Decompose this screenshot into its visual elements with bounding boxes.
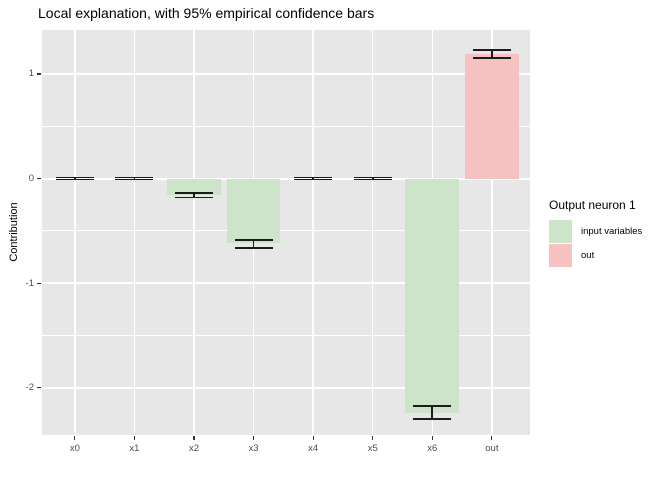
errorbar-x4-line xyxy=(312,177,314,180)
x-tick-label-x1: x1 xyxy=(129,443,140,454)
gridline-major-h xyxy=(41,386,530,389)
errorbar-x1-bottom-cap xyxy=(115,178,154,181)
gridline-major-v-out xyxy=(491,30,493,435)
errorbar-x2-line xyxy=(193,193,195,198)
x-tick-label-x3: x3 xyxy=(248,443,259,454)
errorbar-x3-bottom-cap xyxy=(234,246,273,249)
y-tick--1 xyxy=(37,282,41,284)
plot-title: Local explanation, with 95% empirical co… xyxy=(38,5,375,21)
y-tick-label-0: 0 xyxy=(28,173,34,185)
x-tick-label-x5: x5 xyxy=(367,443,378,454)
gridline-major-v-x1 xyxy=(133,30,136,435)
gridline-major-v-x2 xyxy=(193,30,195,435)
legend-swatch-input-variables-icon xyxy=(549,220,572,243)
y-tick-label--2: -2 xyxy=(25,382,34,394)
legend-item-out: out xyxy=(549,244,642,267)
legend-swatch-out-icon xyxy=(549,244,572,267)
x-tick-x6 xyxy=(431,436,433,440)
legend-item-label: out xyxy=(581,250,595,261)
errorbar-x4-bottom-cap xyxy=(294,178,333,181)
x-tick-x0 xyxy=(74,436,76,440)
gridline-major-h xyxy=(41,72,530,75)
legend-item-input-variables: input variables xyxy=(549,220,642,243)
errorbar-x0-line xyxy=(74,177,76,180)
x-tick-x3 xyxy=(252,436,255,440)
plot-panel xyxy=(41,30,530,435)
x-tick-x4 xyxy=(312,436,314,440)
errorbar-x6-line xyxy=(431,405,434,420)
y-tick-1 xyxy=(37,73,41,75)
gridline-major-h xyxy=(41,282,530,285)
gridline-major-v-x5 xyxy=(371,30,374,435)
bar-x3 xyxy=(226,178,281,244)
legend: Output neuron 1 input variables out xyxy=(549,198,642,268)
legend-item-label: input variables xyxy=(581,226,643,237)
gridline-major-v-x0 xyxy=(74,30,76,435)
x-tick-label-x4: x4 xyxy=(308,443,319,454)
bar-out xyxy=(465,54,519,179)
errorbar-x5-bottom-cap xyxy=(353,178,392,181)
gridline-minor-h xyxy=(41,335,530,337)
legend-title: Output neuron 1 xyxy=(549,198,636,212)
y-tick-0 xyxy=(37,178,41,180)
x-tick-x5 xyxy=(372,436,374,440)
gridline-major-h xyxy=(41,177,530,180)
bar-x6 xyxy=(405,178,460,413)
x-tick-x1 xyxy=(133,436,136,440)
gridline-minor-h xyxy=(41,230,530,232)
errorbar-x1-line xyxy=(133,177,136,180)
y-tick-label--1: -1 xyxy=(25,277,34,289)
gridline-minor-h xyxy=(41,125,530,127)
errorbar-x3-line xyxy=(252,240,255,248)
x-tick-label-out: out xyxy=(485,443,499,454)
y-tick-label-1: 1 xyxy=(28,68,34,80)
x-tick-label-x2: x2 xyxy=(188,443,200,454)
x-tick-label-x6: x6 xyxy=(427,443,438,454)
errorbar-x3-top-cap xyxy=(234,239,273,242)
y-axis-title: Contribution xyxy=(8,202,20,262)
x-tick-label-x0: x0 xyxy=(69,443,80,454)
x-tick-out xyxy=(491,436,493,440)
errorbar-x5-line xyxy=(371,177,374,180)
errorbar-out-line xyxy=(491,49,493,59)
bar-x2 xyxy=(167,178,221,196)
errorbar-x0-bottom-cap xyxy=(55,178,94,181)
errorbar-x6-bottom-cap xyxy=(413,418,452,421)
y-tick--2 xyxy=(37,387,41,389)
x-tick-x2 xyxy=(193,436,195,440)
errorbar-x2-top-cap xyxy=(174,192,214,195)
gridline-major-v-x4 xyxy=(312,30,314,435)
errorbar-out-bottom-cap xyxy=(472,57,511,60)
errorbar-x2-bottom-cap xyxy=(174,196,214,199)
